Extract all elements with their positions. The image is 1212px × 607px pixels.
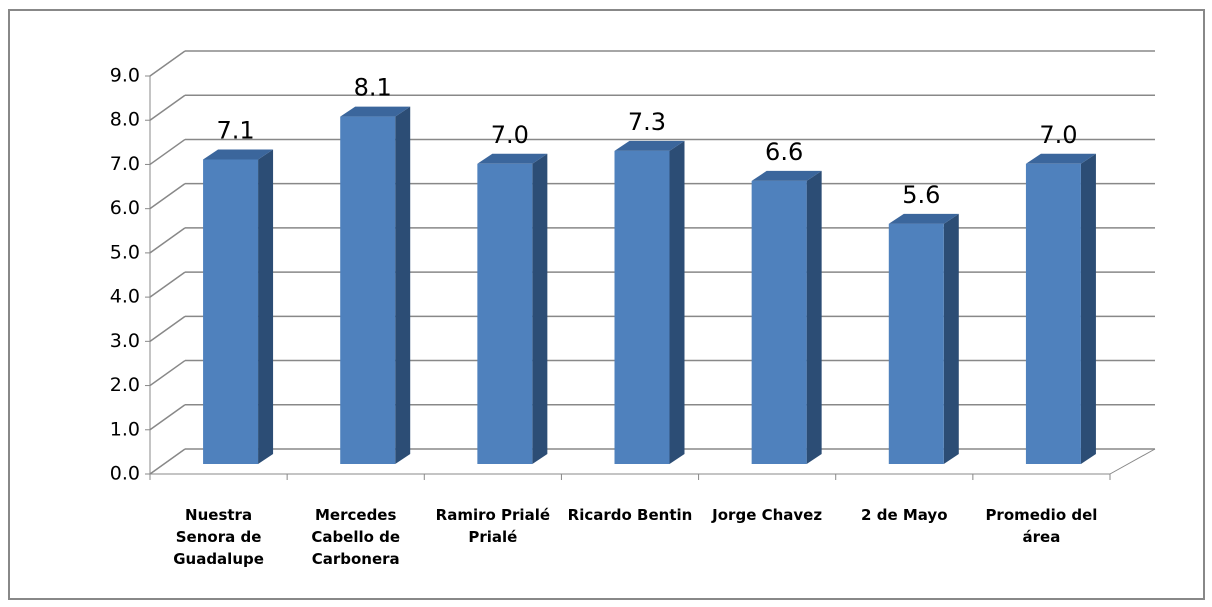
value-label: 7.3 [628,108,666,136]
bar-side [943,213,959,464]
bar-top [888,213,959,224]
bar-front [614,150,670,464]
bar-top [340,106,411,117]
bar-top [1025,153,1096,164]
grid-side [149,50,186,77]
floor-edge [1109,448,1156,475]
y-tick-label: 3.0 [110,330,140,352]
value-label: 7.1 [216,116,254,144]
grid-side [149,138,186,166]
bar [477,153,548,464]
bar [203,149,274,464]
bar-front [203,159,259,464]
y-tick-label: 0.0 [110,463,140,485]
value-label: 6.6 [765,138,803,166]
bar-front [1025,163,1081,464]
x-tick-label: Promedio del área [985,506,1098,546]
value-label: 8.1 [354,74,392,102]
bar [340,106,411,464]
value-label: 7.0 [1039,121,1077,149]
bar-side [258,149,274,464]
y-tick-label: 4.0 [110,286,140,308]
grid-side [149,271,186,298]
bar-side [532,153,548,464]
y-tick-label: 5.0 [110,241,140,263]
y-tick-label: 1.0 [110,418,140,440]
bar-side [395,106,411,464]
y-tick-label: 8.0 [110,109,140,131]
value-label: 7.0 [491,121,529,149]
x-tick-label: Ricardo Bentin [567,506,693,524]
bar-side [1080,153,1096,464]
bar-top [614,140,685,151]
grid-side [149,448,186,475]
y-tick-label: 2.0 [110,374,140,396]
y-tick-label: 7.0 [110,153,140,175]
x-tick-label: Ramiro Prialé Prialé [435,506,551,546]
grid-side [149,183,186,210]
y-tick-label: 9.0 [110,65,140,87]
bar-side [669,140,685,464]
grid-side [149,404,186,431]
value-label: 5.6 [902,181,940,209]
bar-front [751,180,807,464]
x-tick-label: Nuestra Senora de Guadalupe [173,506,264,568]
bar-side [806,170,822,464]
grid-side [149,227,186,254]
bar-front [888,223,944,464]
x-tick-label: 2 de Mayo [861,506,948,524]
bar-top [203,149,274,160]
y-tick-label: 6.0 [110,197,140,219]
bar-top [751,170,822,181]
grid-side [149,359,186,387]
x-tick-label: Mercedes Cabello de Carbonera [311,506,401,568]
bar-top [477,153,548,164]
bar [1025,153,1096,464]
bar [614,140,685,464]
bar [888,213,959,464]
bar [751,170,822,464]
x-tick-label: Jorge Chavez [712,506,823,524]
grid-side [149,315,186,342]
bar-front [340,116,396,464]
grid-side [149,94,186,121]
bar-front [477,163,533,464]
